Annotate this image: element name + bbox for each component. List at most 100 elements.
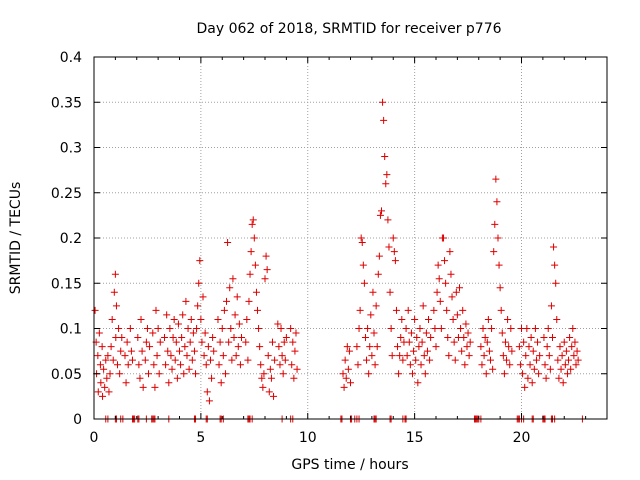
data-point xyxy=(520,338,528,346)
data-point xyxy=(434,261,442,269)
data-point xyxy=(266,365,274,373)
y-tick-label: 0.05 xyxy=(51,367,82,383)
data-point xyxy=(243,315,251,323)
data-point xyxy=(402,325,410,332)
data-point xyxy=(114,361,122,369)
data-point xyxy=(342,374,350,382)
data-point xyxy=(167,352,175,360)
y-tick-label: 0.1 xyxy=(60,322,82,338)
data-point xyxy=(161,334,169,342)
data-point xyxy=(103,374,111,382)
data-point xyxy=(501,338,509,346)
data-point xyxy=(111,270,119,278)
data-point xyxy=(203,388,211,396)
data-point xyxy=(360,279,368,287)
data-point xyxy=(492,175,500,183)
data-point xyxy=(508,347,516,355)
data-point xyxy=(505,343,513,351)
data-point xyxy=(397,334,405,342)
data-point xyxy=(493,198,501,206)
data-point xyxy=(521,383,529,391)
data-point xyxy=(571,338,579,346)
data-point xyxy=(95,329,103,337)
data-point xyxy=(250,234,258,242)
data-point xyxy=(353,343,361,351)
data-point xyxy=(224,239,232,247)
data-point xyxy=(443,306,451,314)
data-point xyxy=(379,98,387,106)
data-point xyxy=(557,365,565,373)
data-point xyxy=(458,347,466,355)
data-point xyxy=(384,216,392,224)
data-point xyxy=(152,306,160,314)
data-point xyxy=(527,334,535,342)
data-point xyxy=(344,365,352,373)
data-point xyxy=(180,370,188,378)
data-point xyxy=(389,234,397,242)
data-point xyxy=(354,361,362,369)
data-point xyxy=(270,392,278,400)
data-point xyxy=(162,361,170,369)
data-point xyxy=(134,334,142,342)
data-point xyxy=(194,302,202,310)
data-point xyxy=(480,352,488,360)
data-point xyxy=(190,347,198,355)
data-point xyxy=(108,315,116,323)
data-point xyxy=(264,352,272,360)
data-point xyxy=(255,325,263,332)
data-point xyxy=(128,356,136,364)
data-point xyxy=(553,315,561,323)
data-point xyxy=(195,279,203,287)
data-point xyxy=(542,374,550,382)
axis-ticks xyxy=(93,56,607,420)
data-point xyxy=(406,361,414,369)
data-point xyxy=(116,370,124,378)
data-point xyxy=(199,293,207,301)
data-point xyxy=(525,343,533,351)
data-point xyxy=(183,352,191,360)
data-point xyxy=(372,302,380,310)
data-point xyxy=(136,374,144,382)
data-point xyxy=(169,334,177,342)
data-point xyxy=(420,352,428,360)
data-point xyxy=(377,207,385,215)
data-point xyxy=(507,325,515,332)
data-point xyxy=(422,329,430,337)
x-tick-labels: 0 5 10 15 20 xyxy=(90,430,531,446)
data-point xyxy=(189,329,197,337)
data-point xyxy=(153,352,161,360)
data-point xyxy=(279,370,287,378)
data-point xyxy=(543,343,551,351)
data-point xyxy=(519,370,527,378)
data-point xyxy=(290,374,298,382)
data-point xyxy=(545,352,553,360)
data-point xyxy=(228,356,236,364)
data-point xyxy=(445,352,453,360)
data-point xyxy=(208,374,216,382)
data-point xyxy=(544,325,552,332)
data-point xyxy=(484,315,492,323)
data-point xyxy=(426,356,434,364)
data-point xyxy=(392,306,400,314)
data-point xyxy=(268,338,276,346)
data-point xyxy=(339,370,347,378)
data-point xyxy=(172,338,180,346)
data-point xyxy=(532,356,540,364)
data-point xyxy=(176,347,183,355)
data-point xyxy=(503,356,511,364)
data-point xyxy=(357,234,365,242)
data-point xyxy=(410,347,418,355)
data-point xyxy=(385,243,393,251)
data-point xyxy=(466,338,474,346)
data-point xyxy=(487,356,495,364)
data-point xyxy=(374,270,382,278)
data-point xyxy=(452,288,460,296)
data-point xyxy=(477,343,485,351)
data-point xyxy=(292,329,300,337)
data-point xyxy=(568,343,576,351)
data-point xyxy=(552,279,560,287)
data-point xyxy=(201,329,209,337)
data-point xyxy=(478,361,486,369)
data-point xyxy=(182,297,190,305)
